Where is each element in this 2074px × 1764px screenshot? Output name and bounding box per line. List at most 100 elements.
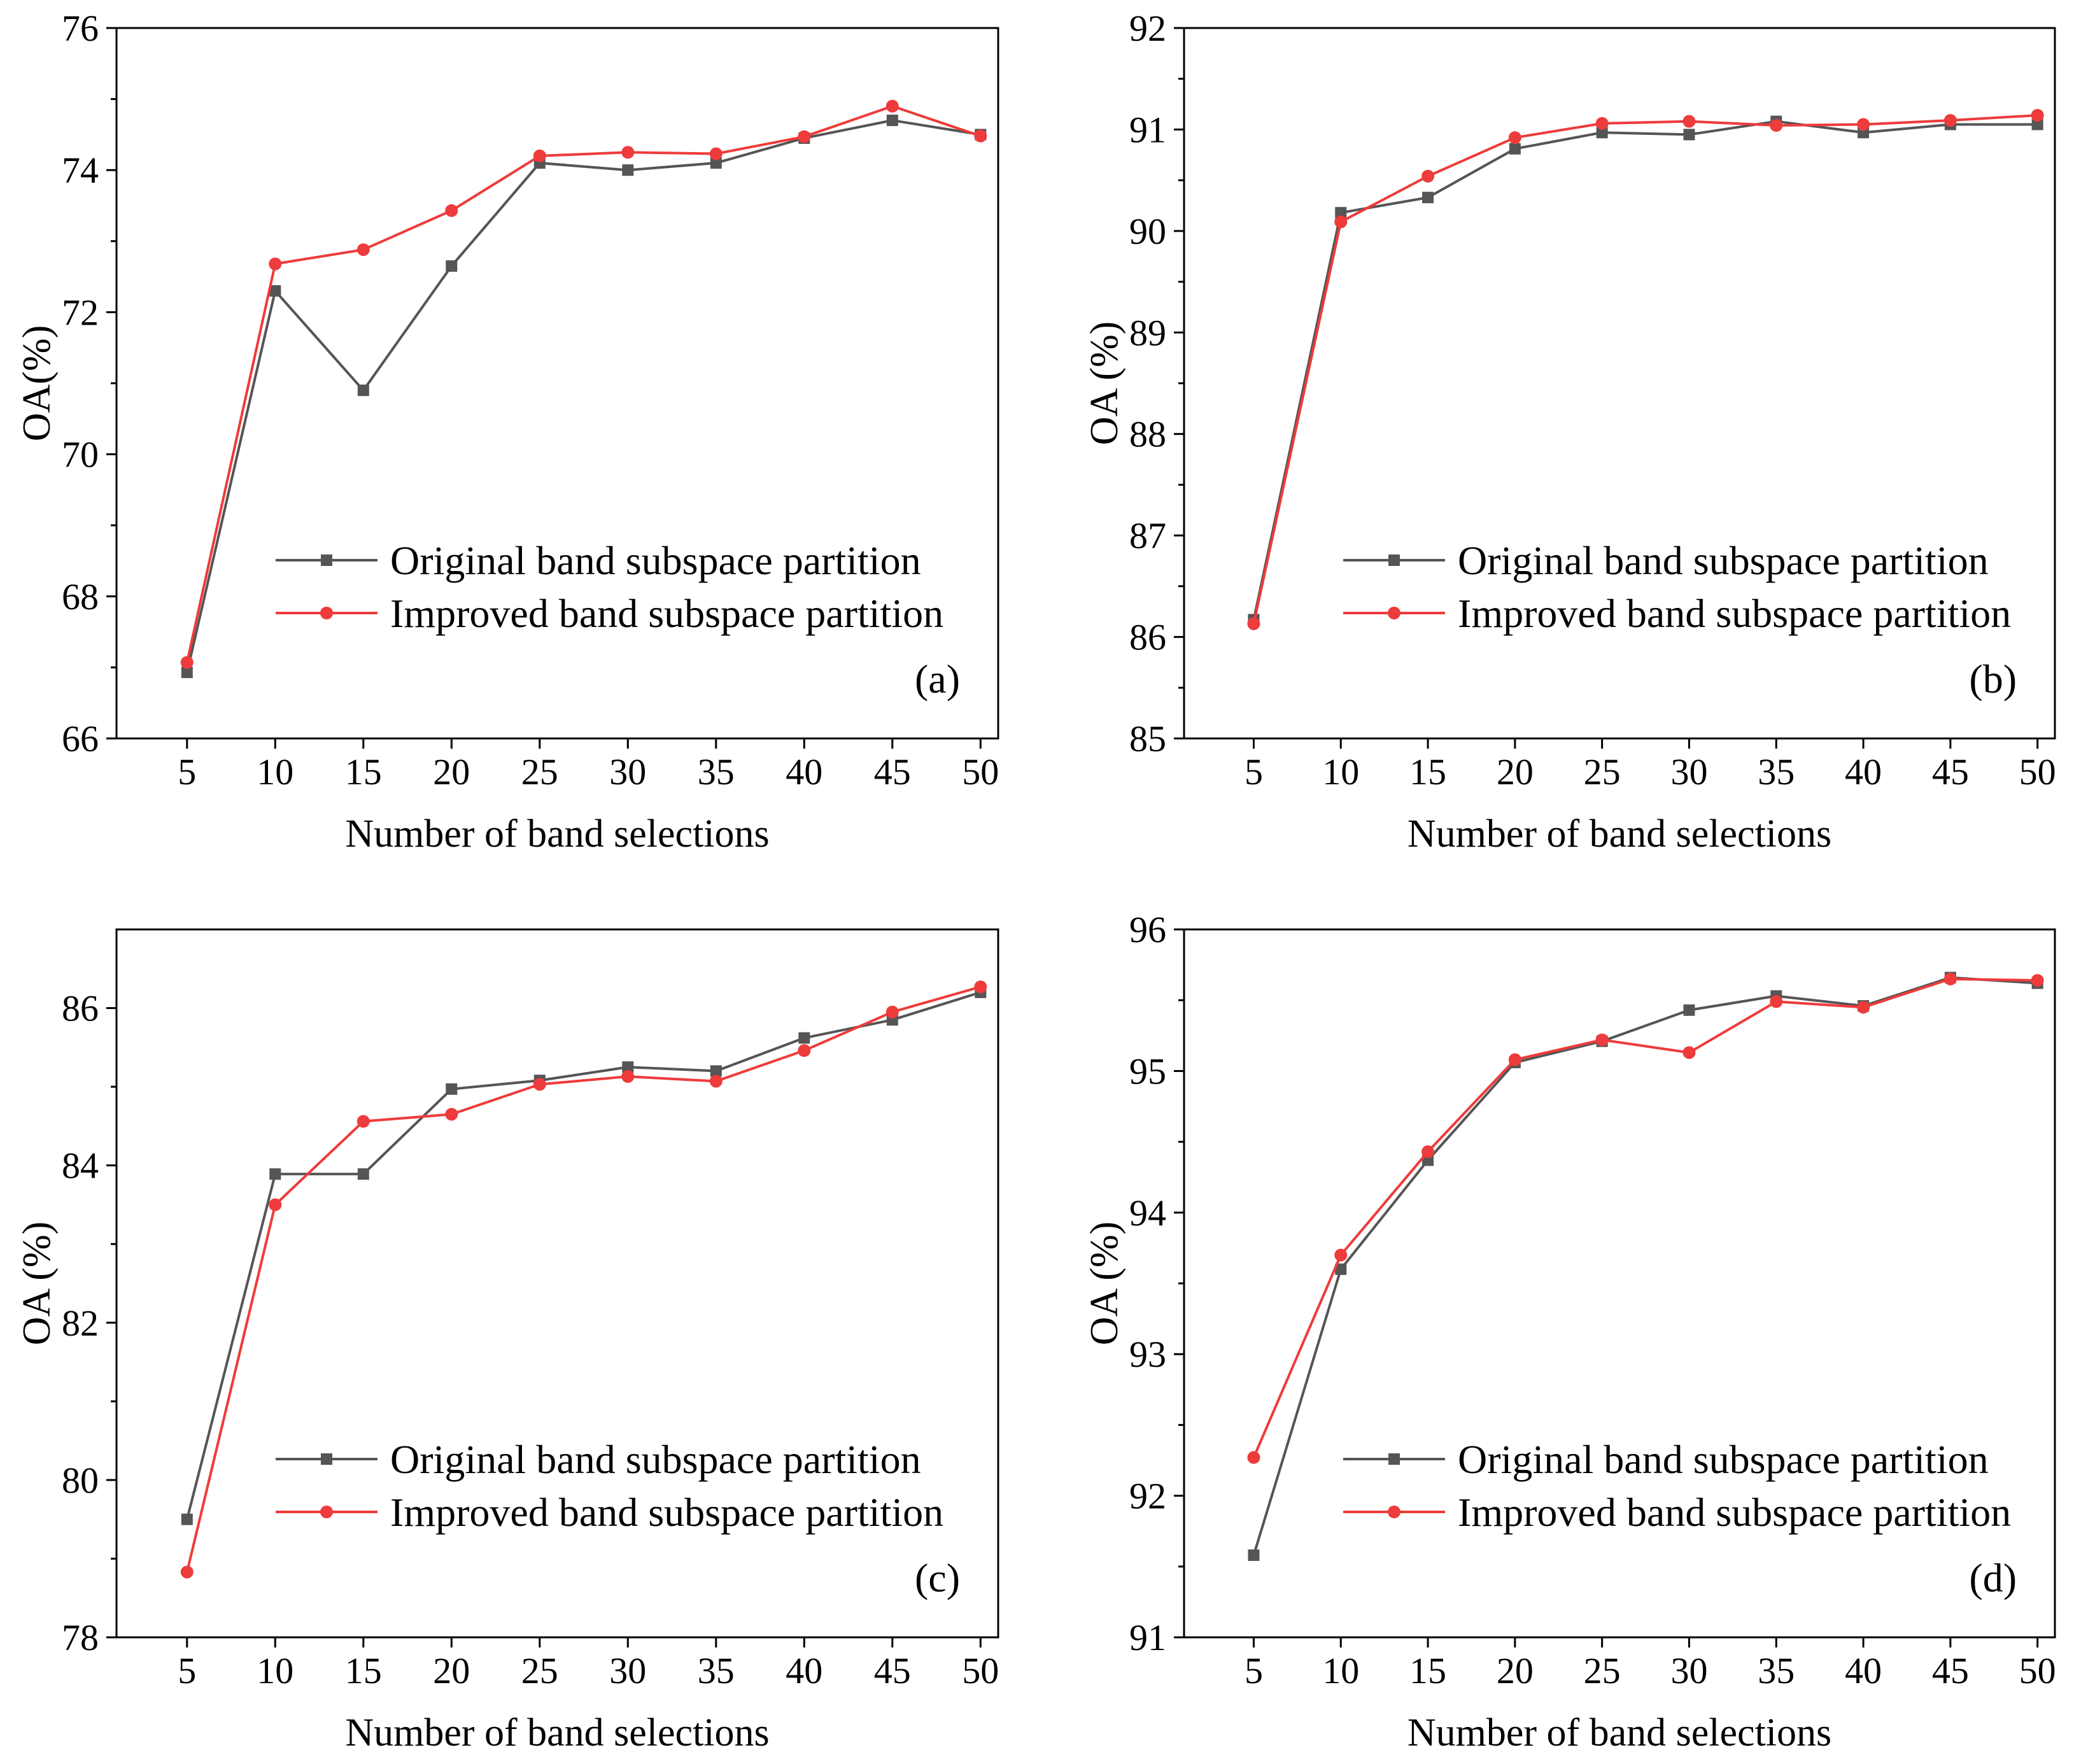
x-tick-label: 35	[1758, 751, 1795, 793]
data-point-original	[1335, 207, 1347, 219]
data-point-original	[1422, 192, 1434, 204]
data-point-improved	[1857, 1001, 1870, 1014]
data-point-improved	[1508, 131, 1521, 145]
panel-label: (d)	[1969, 1555, 2017, 1600]
data-point-improved	[2031, 974, 2044, 987]
data-point-improved	[1595, 1033, 1609, 1047]
legend-marker	[1388, 607, 1400, 619]
legend-marker	[321, 1453, 332, 1465]
data-point-original	[269, 1168, 281, 1180]
legend-entry-label: Improved band subspace partition	[1458, 1490, 2011, 1535]
x-axis-title: Number of band selections	[345, 812, 769, 856]
data-point-original	[357, 1168, 369, 1180]
series-line-improved	[185, 985, 981, 1572]
data-point-improved	[445, 204, 458, 217]
data-point-improved	[1770, 995, 1783, 1008]
data-point-improved	[974, 129, 987, 143]
x-tick-label: 20	[1497, 1650, 1534, 1691]
data-point-improved	[1857, 118, 1870, 131]
x-tick-label: 5	[178, 751, 196, 793]
x-tick-label: 45	[874, 751, 911, 793]
y-tick-label: 91	[1129, 1617, 1166, 1658]
panel-d-chart: 5 10 15 20 25 30 35 40 45 50 91 92 93 94 95 96 Number of…	[1083, 909, 2056, 1754]
x-tick-label: 15	[345, 1650, 382, 1691]
x-tick-label: 50	[962, 1650, 999, 1691]
series-line-original	[185, 119, 981, 673]
data-point-improved	[1943, 972, 1957, 985]
data-point-improved	[356, 1115, 370, 1128]
y-tick-label: 80	[62, 1460, 99, 1501]
y-tick-label: 74	[62, 150, 99, 191]
legend-entry-label: Improved band subspace partition	[390, 591, 943, 636]
x-tick-label: 40	[786, 1650, 822, 1691]
y-tick-label: 78	[62, 1617, 99, 1658]
legend-marker	[1388, 1453, 1400, 1465]
data-point-original	[622, 1061, 634, 1073]
data-point-improved	[885, 99, 899, 113]
data-point-improved	[356, 243, 370, 257]
y-tick-label: 94	[1129, 1192, 1166, 1234]
data-point-improved	[1421, 1145, 1435, 1159]
x-tick-label: 30	[1670, 751, 1707, 793]
data-point-improved	[533, 1078, 546, 1091]
x-tick-label: 10	[1322, 1650, 1359, 1691]
x-tick-label: 40	[786, 751, 822, 793]
x-tick-label: 20	[433, 751, 470, 793]
data-point-improved	[1334, 215, 1348, 229]
y-tick-label: 76	[62, 8, 99, 49]
x-tick-label: 50	[2019, 751, 2056, 793]
data-point-improved	[269, 257, 282, 271]
x-tick-label: 10	[1322, 751, 1359, 793]
x-tick-label: 40	[1845, 1650, 1882, 1691]
data-point-improved	[1334, 1248, 1348, 1262]
x-tick-label: 35	[1758, 1650, 1795, 1691]
x-tick-label: 50	[2019, 1650, 2056, 1691]
y-axis-title: OA(%)	[15, 325, 59, 442]
y-axis-title: OA (%)	[15, 1222, 59, 1346]
data-point-improved	[1943, 114, 1957, 127]
x-tick-label: 10	[257, 1650, 293, 1691]
data-point-original	[710, 157, 722, 169]
data-point-improved	[445, 1108, 458, 1121]
x-tick-label: 10	[257, 751, 293, 793]
y-tick-label: 82	[62, 1302, 99, 1344]
x-tick-label: 25	[521, 751, 558, 793]
data-point-improved	[709, 147, 723, 160]
y-axis-title: OA (%)	[1083, 321, 1126, 446]
y-tick-label: 91	[1129, 109, 1166, 150]
y-tick-label: 72	[62, 292, 99, 333]
data-point-improved	[1595, 116, 1609, 130]
y-tick-label: 96	[1129, 909, 1166, 950]
data-point-improved	[1247, 617, 1260, 630]
data-point-original	[1509, 143, 1521, 155]
y-axis-title: OA (%)	[1083, 1222, 1126, 1346]
x-tick-label: 5	[1245, 751, 1263, 793]
x-tick-label: 25	[521, 1650, 558, 1691]
data-point-improved	[974, 980, 987, 994]
data-point-original	[446, 1083, 458, 1095]
data-point-original	[181, 1513, 193, 1525]
legend-marker	[320, 1506, 333, 1518]
data-point-improved	[1247, 1451, 1260, 1464]
plot-frame	[115, 928, 999, 1639]
data-point-original	[181, 667, 193, 679]
x-tick-label: 45	[1932, 751, 1969, 793]
data-point-improved	[885, 1005, 899, 1019]
x-tick-label: 25	[1584, 1650, 1621, 1691]
y-tick-label: 85	[1129, 718, 1166, 759]
data-point-original	[710, 1065, 722, 1077]
y-tick-label: 70	[62, 434, 99, 476]
x-tick-label: 20	[433, 1650, 470, 1691]
data-point-original	[269, 285, 281, 297]
y-tick-label: 86	[1129, 617, 1166, 658]
data-point-improved	[2031, 109, 2044, 122]
y-tick-label: 92	[1129, 8, 1166, 49]
data-point-improved	[709, 1075, 723, 1088]
x-tick-label: 45	[874, 1650, 911, 1691]
data-point-improved	[180, 656, 194, 669]
y-tick-label: 93	[1129, 1334, 1166, 1375]
data-point-improved	[1682, 1046, 1696, 1059]
panel-a-chart: 5 10 15 20 25 30 35 40 45 50 66 68 70 72 74 76 Number of…	[15, 8, 999, 856]
legend-entry-label: Original band subspace partition	[1458, 538, 1989, 583]
